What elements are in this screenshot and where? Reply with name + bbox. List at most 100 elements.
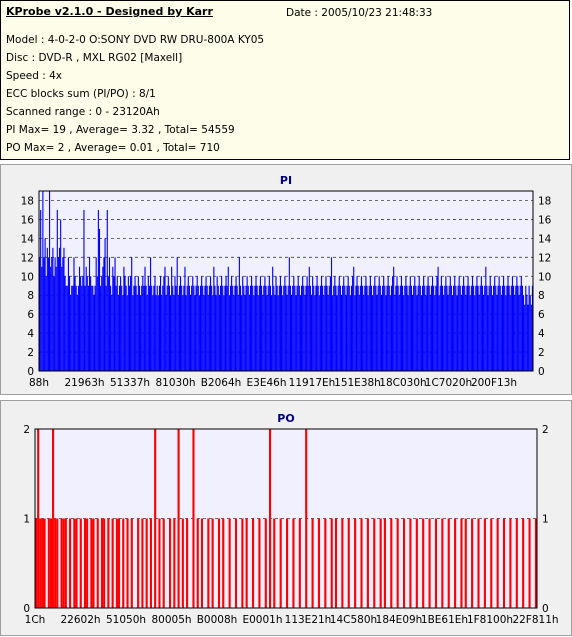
data-bar [476, 276, 478, 371]
data-bar [283, 285, 285, 371]
data-bar [153, 285, 155, 371]
data-bar [480, 276, 482, 371]
data-bar [63, 247, 65, 371]
data-bar [473, 285, 475, 371]
data-bar [137, 518, 140, 608]
x-tick-label: B0008h [197, 614, 238, 626]
data-bar [399, 285, 401, 371]
data-bar [292, 518, 295, 608]
data-bar [379, 518, 382, 608]
data-bar [177, 429, 180, 608]
data-bar [514, 295, 516, 371]
data-bar [247, 285, 249, 371]
data-bar [483, 518, 486, 608]
data-bar [468, 285, 470, 371]
data-bar [37, 429, 40, 608]
data-bar [397, 285, 399, 371]
data-bar [518, 295, 520, 371]
data-bar [447, 518, 450, 608]
data-bar [204, 285, 206, 371]
data-bar [273, 518, 276, 608]
x-tick-label: 200F13h [471, 377, 517, 389]
data-bar [49, 518, 53, 608]
data-bar [447, 295, 449, 371]
data-bar [80, 276, 82, 371]
x-tick-label: 81030h [155, 377, 195, 389]
data-bar [463, 276, 465, 371]
data-bar [484, 285, 486, 371]
data-bar [357, 285, 359, 371]
data-bar [372, 295, 374, 371]
y-tick-label-right: 0 [538, 366, 545, 378]
data-bar [501, 285, 504, 371]
x-tick-label: 18C030h [379, 377, 426, 389]
y-tick-label-left: 14 [21, 233, 35, 245]
data-bar [424, 285, 426, 371]
data-bar [88, 257, 91, 371]
data-bar [40, 209, 42, 371]
data-bar [87, 285, 89, 371]
data-bar [517, 285, 519, 371]
pi-chart: PI 0 0 2 2 4 4 6 6 8 8 10 10 12 12 14 14 16 16 18 18 88h 21963… [21, 174, 552, 389]
data-bar [262, 295, 264, 371]
data-bar [334, 276, 336, 371]
data-bar [406, 285, 408, 371]
pi-summary: PI Max= 19 , Average= 3.32 , Total= 5455… [6, 124, 235, 136]
data-bar [164, 266, 166, 371]
data-bar [207, 295, 209, 371]
data-bar [339, 285, 341, 371]
data-bar [96, 518, 99, 608]
data-bar [78, 266, 81, 371]
y-tick-label-left: 0 [23, 603, 30, 615]
data-bar [158, 518, 161, 608]
data-bar [219, 285, 222, 371]
data-bar [345, 295, 347, 371]
data-bar [477, 518, 480, 608]
data-bar [491, 295, 494, 371]
data-bar [410, 285, 412, 371]
data-bar [490, 285, 492, 371]
data-bar [60, 518, 63, 608]
data-bar [255, 276, 257, 371]
data-bar [245, 518, 248, 608]
data-bar [495, 285, 497, 371]
data-bar [268, 276, 270, 371]
data-bar [293, 276, 295, 371]
x-tick-label: 51337h [110, 377, 150, 389]
data-bar [394, 295, 396, 371]
data-bar [330, 257, 333, 371]
data-bar [456, 295, 458, 371]
speed-info: Speed : 4x [6, 70, 63, 82]
data-bar [414, 276, 416, 371]
data-bar [108, 257, 111, 371]
data-bar [353, 266, 355, 371]
data-bar [454, 518, 457, 608]
data-bar [440, 276, 442, 371]
data-bar [178, 285, 180, 371]
data-bar [96, 276, 98, 371]
data-bar [45, 276, 47, 371]
data-bar [194, 295, 196, 371]
data-bar [103, 257, 105, 371]
data-bar [534, 518, 537, 608]
data-bar [127, 276, 129, 371]
data-bar [466, 285, 468, 371]
data-bar [203, 295, 205, 371]
data-bar [526, 295, 528, 371]
data-bar [226, 285, 228, 371]
data-bar [256, 285, 258, 371]
data-bar [54, 257, 56, 371]
data-bar [100, 285, 102, 371]
data-bar [77, 285, 79, 371]
data-bar [123, 266, 125, 371]
data-bar [428, 285, 430, 371]
data-bar [317, 285, 319, 371]
data-bar [392, 276, 394, 371]
y-tick-label-left: 2 [23, 424, 30, 436]
data-bar [471, 276, 474, 371]
data-bar [94, 285, 96, 371]
data-bar [52, 429, 55, 608]
data-bar [461, 285, 464, 371]
data-bar [415, 285, 417, 371]
data-bar [84, 285, 86, 371]
